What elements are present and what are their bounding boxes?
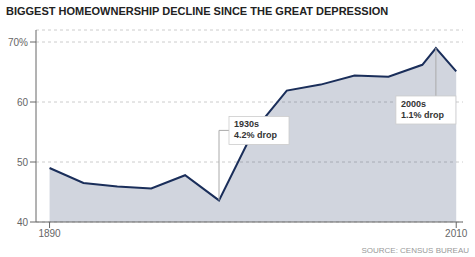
- svg-text:70%: 70%: [8, 37, 28, 48]
- svg-text:2010: 2010: [445, 228, 467, 239]
- svg-text:1890: 1890: [38, 228, 61, 239]
- html-text:BIGGEST HOMEOWNERSHIP DECLINE: BIGGEST HOMEOWNERSHIP DECLINE SINCE THE …: [6, 5, 389, 17]
- svg-text:50: 50: [17, 157, 29, 168]
- svg-text:2000s1.1% drop: 2000s1.1% drop: [401, 99, 445, 120]
- html-text:SOURCE: CENSUS BUREAU: SOURCE: CENSUS BUREAU: [361, 246, 469, 255]
- svg-text:1930s4.2% drop: 1930s4.2% drop: [234, 119, 278, 140]
- svg-text:60: 60: [17, 97, 29, 108]
- svg-text:40: 40: [17, 217, 29, 228]
